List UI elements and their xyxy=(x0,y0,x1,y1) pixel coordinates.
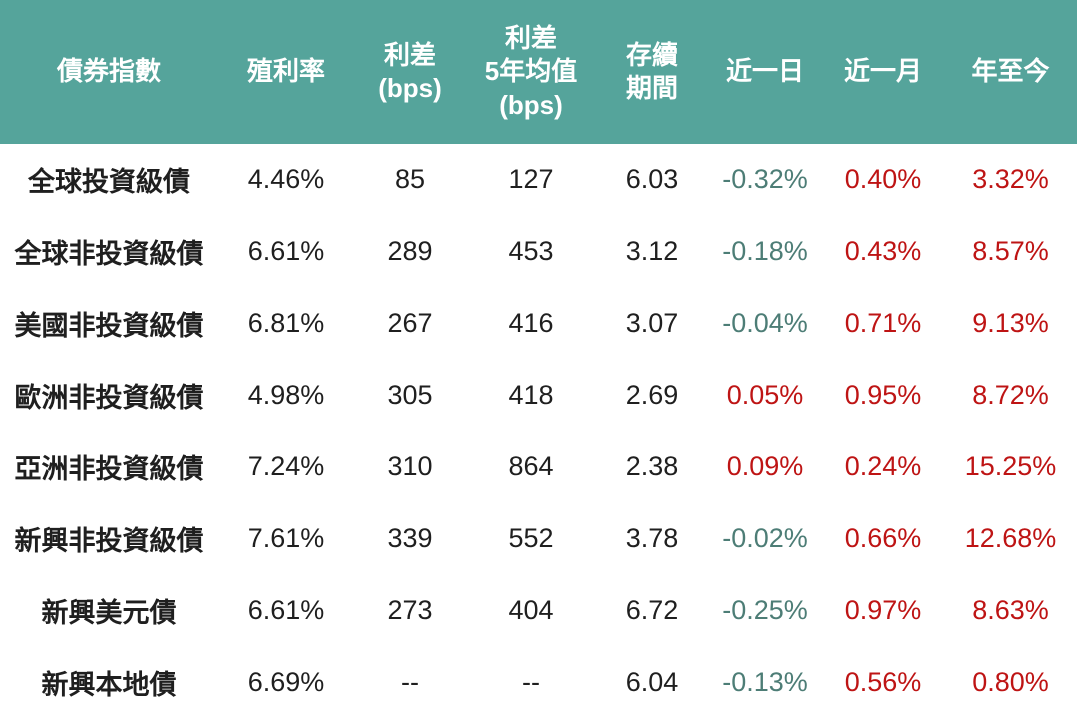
value-cell: 273 xyxy=(387,594,433,625)
value-cell: 404 xyxy=(508,594,554,625)
value-cell: 6.61% xyxy=(247,236,325,267)
value-cell: 310 xyxy=(387,451,433,482)
value-cell: 6.69% xyxy=(247,666,325,697)
column-header: 存續 期間 xyxy=(596,0,708,144)
value-cell: 4.46% xyxy=(247,164,325,195)
value-cell: 2.38 xyxy=(625,451,679,482)
value-cell: 0.40% xyxy=(844,164,922,195)
value-cell: 6.61% xyxy=(247,594,325,625)
table-row: 亞洲非投資級債 7.24% 310 864 2.38 0.09% 0.24% 15.25% xyxy=(0,431,1077,503)
value-cell: -0.02% xyxy=(722,523,808,554)
value-cell: -0.32% xyxy=(722,164,808,195)
table-row: 美國非投資級債 6.81% 267 416 3.07 -0.04% 0.71% 9.13% xyxy=(0,288,1077,360)
value-cell: 8.57% xyxy=(972,236,1049,267)
value-cell: 267 xyxy=(387,307,433,338)
table-body: 全球投資級債 4.46% 85 127 6.03 -0.32% 0.40% 3.32% 全球非投… xyxy=(0,144,1077,718)
value-cell: 0.97% xyxy=(844,594,922,625)
table-row: 歐洲非投資級債 4.98% 305 418 2.69 0.05% 0.95% 8.72% xyxy=(0,359,1077,431)
value-cell: 7.24% xyxy=(247,451,325,482)
value-cell: 552 xyxy=(508,523,554,554)
value-cell: 418 xyxy=(508,379,554,410)
value-cell: -- xyxy=(522,666,540,697)
index-name-cell: 全球非投資級債 xyxy=(14,239,204,270)
value-cell: 2.69 xyxy=(625,379,679,410)
index-name-cell: 歐洲非投資級債 xyxy=(14,382,204,413)
value-cell: 416 xyxy=(508,307,554,338)
table-row: 全球投資級債 4.46% 85 127 6.03 -0.32% 0.40% 3.32% xyxy=(0,144,1077,216)
value-cell: -0.25% xyxy=(722,594,808,625)
value-cell: 85 xyxy=(394,164,426,195)
index-name-cell: 全球投資級債 xyxy=(28,167,190,198)
value-cell: 0.95% xyxy=(844,379,922,410)
index-name-cell: 新興本地債 xyxy=(41,669,177,700)
value-cell: 339 xyxy=(387,523,433,554)
column-header: 利差 5年均值 (bps) xyxy=(466,0,596,144)
value-cell: 6.03 xyxy=(625,164,679,195)
table-row: 新興本地債 6.69% -- -- 6.04 -0.13% 0.56% 0.80% xyxy=(0,646,1077,718)
table-row: 新興非投資級債 7.61% 339 552 3.78 -0.02% 0.66% 12.68% xyxy=(0,503,1077,575)
index-name-cell: 新興非投資級債 xyxy=(14,526,204,557)
value-cell: 453 xyxy=(508,236,554,267)
value-cell: 0.09% xyxy=(726,451,804,482)
value-cell: -0.04% xyxy=(722,307,808,338)
column-header: 利差 (bps) xyxy=(354,0,466,144)
value-cell: 127 xyxy=(508,164,554,195)
index-name-cell: 美國非投資級債 xyxy=(14,310,204,341)
value-cell: 0.24% xyxy=(844,451,922,482)
table-header: 債券指數 殖利率 利差 (bps) 利差 5年均值 (bps) 存續 期間 近一日 近一月年… xyxy=(0,0,1077,144)
table-row: 新興美元債 6.61% 273 404 6.72 -0.25% 0.97% 8.63% xyxy=(0,575,1077,647)
value-cell: 305 xyxy=(387,379,433,410)
column-header: 年至今 xyxy=(944,0,1077,144)
value-cell: 0.43% xyxy=(844,236,922,267)
value-cell: 9.13% xyxy=(972,307,1049,338)
value-cell: 0.71% xyxy=(844,307,922,338)
value-cell: 3.07 xyxy=(625,307,679,338)
value-cell: 7.61% xyxy=(247,523,325,554)
column-header: 債券指數 xyxy=(0,0,218,144)
value-cell: 864 xyxy=(508,451,554,482)
value-cell: 0.66% xyxy=(844,523,922,554)
value-cell: 8.63% xyxy=(972,594,1049,625)
value-cell: 0.56% xyxy=(844,666,922,697)
value-cell: 289 xyxy=(387,236,433,267)
value-cell: 3.78 xyxy=(625,523,679,554)
value-cell: -- xyxy=(401,666,419,697)
index-name-cell: 新興美元債 xyxy=(41,597,177,628)
index-name-cell: 亞洲非投資級債 xyxy=(14,454,204,485)
value-cell: 12.68% xyxy=(964,523,1057,554)
value-cell: 0.05% xyxy=(726,379,804,410)
value-cell: 6.04 xyxy=(625,666,679,697)
column-header: 近一日 xyxy=(708,0,822,144)
column-header: 近一月 xyxy=(822,0,944,144)
header-row: 債券指數 殖利率 利差 (bps) 利差 5年均值 (bps) 存續 期間 近一日 近一月年… xyxy=(0,0,1077,144)
column-header: 殖利率 xyxy=(218,0,354,144)
value-cell: 6.81% xyxy=(247,307,325,338)
value-cell: 8.72% xyxy=(972,379,1049,410)
value-cell: 3.32% xyxy=(972,164,1049,195)
value-cell: -0.18% xyxy=(722,236,808,267)
value-cell: 15.25% xyxy=(964,451,1057,482)
table-row: 全球非投資級債 6.61% 289 453 3.12 -0.18% 0.43% 8.57% xyxy=(0,216,1077,288)
value-cell: 4.98% xyxy=(247,379,325,410)
value-cell: 0.80% xyxy=(972,666,1049,697)
value-cell: 6.72 xyxy=(625,594,679,625)
value-cell: 3.12 xyxy=(625,236,679,267)
value-cell: -0.13% xyxy=(722,666,808,697)
